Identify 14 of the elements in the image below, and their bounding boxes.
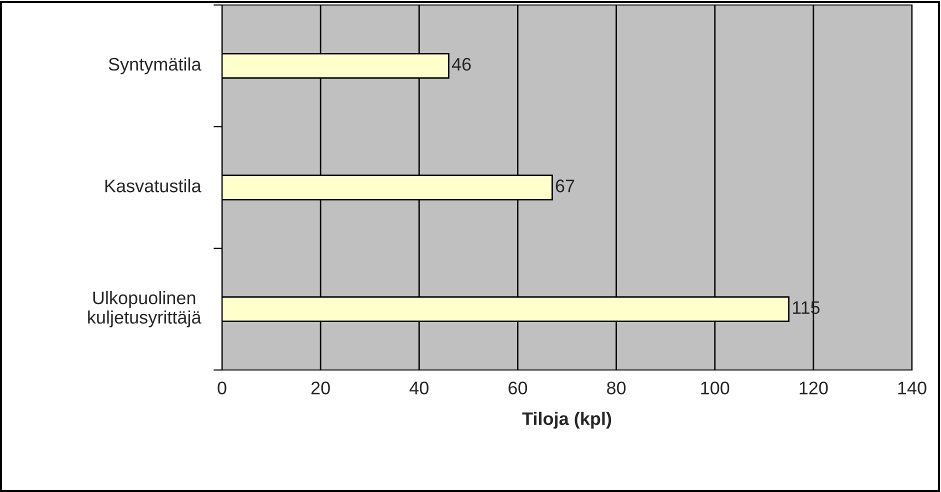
- y-tick-label: Kasvatustila: [105, 179, 202, 192]
- x-tick-label: 0: [218, 382, 226, 394]
- x-axis-title: Tiloja (kpl): [522, 412, 612, 429]
- x-tick-label: 120: [800, 382, 828, 394]
- x-tick-label: 140: [898, 382, 926, 394]
- x-tick-label: 20: [311, 382, 330, 394]
- x-tick-label: 40: [410, 382, 428, 394]
- x-tick-label: 60: [508, 382, 528, 394]
- data-label: 67: [556, 180, 574, 192]
- y-tick-label: Ulkopuolinen kuljetusyrittäjä: [88, 291, 202, 328]
- x-tick-label: 100: [701, 382, 730, 394]
- y-tick-label: Syntymätila: [108, 57, 202, 74]
- data-label: 46: [452, 58, 471, 71]
- x-tick-label: 80: [607, 382, 626, 394]
